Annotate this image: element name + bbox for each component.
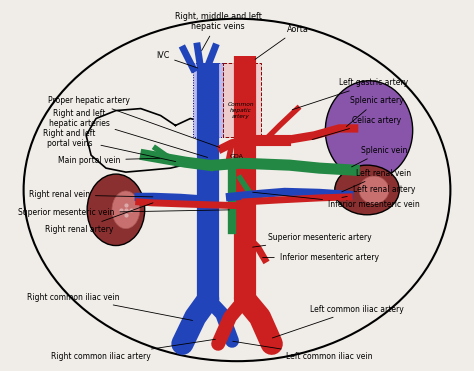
Bar bbox=[223, 63, 261, 137]
Text: Main portal vein: Main portal vein bbox=[58, 156, 160, 165]
Text: Superior mesenteric vein: Superior mesenteric vein bbox=[18, 208, 229, 217]
Text: Splenic vein: Splenic vein bbox=[352, 146, 407, 167]
Text: Right renal artery: Right renal artery bbox=[45, 203, 153, 234]
Text: Right common iliac vein: Right common iliac vein bbox=[27, 293, 192, 321]
Ellipse shape bbox=[359, 176, 389, 204]
Text: Left common iliac artery: Left common iliac artery bbox=[273, 305, 404, 338]
Text: Left gastric artery: Left gastric artery bbox=[292, 78, 409, 110]
Text: Right and left
hepatic arteries: Right and left hepatic arteries bbox=[49, 109, 208, 157]
Text: Common
hepatic
artery: Common hepatic artery bbox=[228, 102, 254, 119]
Ellipse shape bbox=[335, 165, 399, 215]
Text: Left common iliac vein: Left common iliac vein bbox=[233, 341, 373, 361]
Text: Inferior mesenteric artery: Inferior mesenteric artery bbox=[263, 253, 379, 262]
Bar bbox=[193, 63, 223, 137]
Text: Splenic artery: Splenic artery bbox=[346, 96, 404, 127]
Text: IVC: IVC bbox=[156, 52, 198, 68]
Text: Celiac artery: Celiac artery bbox=[312, 116, 401, 139]
Ellipse shape bbox=[87, 174, 145, 246]
Text: Right common iliac artery: Right common iliac artery bbox=[51, 339, 215, 361]
Text: Proper hepatic artery: Proper hepatic artery bbox=[48, 96, 219, 147]
Ellipse shape bbox=[325, 81, 413, 180]
Text: Left renal vein: Left renal vein bbox=[342, 168, 411, 192]
Text: Inferior mesenteric vein: Inferior mesenteric vein bbox=[253, 192, 420, 209]
Text: Aorta: Aorta bbox=[255, 25, 309, 59]
Text: Left renal artery: Left renal artery bbox=[342, 186, 415, 197]
Text: GDA: GDA bbox=[230, 154, 244, 159]
Text: Right, middle and left
hepatic veins: Right, middle and left hepatic veins bbox=[175, 12, 262, 50]
Text: Right and left
portal veins: Right and left portal veins bbox=[43, 129, 176, 162]
Text: Superior mesenteric artery: Superior mesenteric artery bbox=[253, 233, 371, 247]
Ellipse shape bbox=[112, 191, 140, 229]
Text: Right renal vein: Right renal vein bbox=[29, 190, 153, 200]
